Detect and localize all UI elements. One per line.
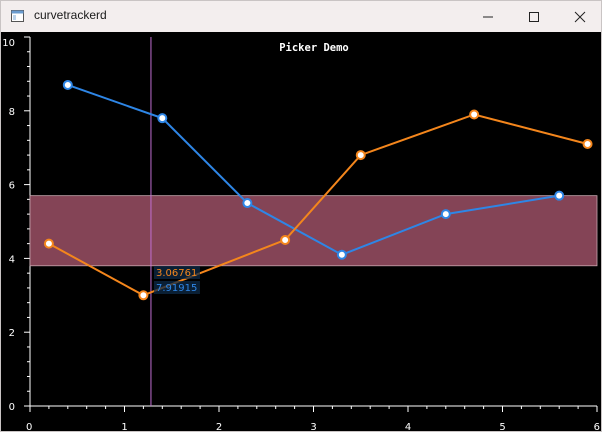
x-tick-label: 1 xyxy=(121,422,127,432)
maximize-button[interactable] xyxy=(511,1,557,32)
maximize-icon xyxy=(529,12,539,22)
x-tick-label: 0 xyxy=(26,422,32,432)
series-2-point[interactable] xyxy=(280,234,291,245)
chart-title: Picker Demo xyxy=(279,42,349,54)
minimize-icon xyxy=(483,16,493,18)
series-2-point[interactable] xyxy=(138,290,149,301)
x-tick-label: 3 xyxy=(310,422,316,432)
close-icon xyxy=(574,11,586,23)
tracker-label-background xyxy=(153,266,200,279)
series-2-point[interactable] xyxy=(469,109,480,120)
tracker-value-label: 7.91915 xyxy=(156,283,197,294)
series-1-point[interactable] xyxy=(336,249,347,260)
highlight-band xyxy=(29,195,598,267)
series-1-point[interactable] xyxy=(554,190,565,201)
y-tick-label: 8 xyxy=(9,107,15,118)
y-tick-label: 0 xyxy=(9,402,15,413)
y-tick-label: 2 xyxy=(9,328,15,339)
series-2-point[interactable] xyxy=(43,238,54,249)
title-bar[interactable]: curvetrackerd xyxy=(1,1,601,32)
close-button[interactable] xyxy=(557,1,602,32)
series-1-point[interactable] xyxy=(242,198,253,209)
series-2-point[interactable] xyxy=(355,150,366,161)
y-tick-label: 10 xyxy=(2,38,15,49)
app-window-icon xyxy=(11,10,24,22)
series-1-point[interactable] xyxy=(440,209,451,220)
x-tick-label: 6 xyxy=(594,422,600,432)
x-tick-label: 4 xyxy=(405,422,411,432)
tracker-label-background xyxy=(153,281,200,294)
plot-canvas[interactable]: 0 2 4 6 8 10 0 1 2 3 4 5 6 3.06761 7.91915 Picker Dem… xyxy=(1,32,601,432)
x-tick-label: 5 xyxy=(499,422,505,432)
y-tick-label: 4 xyxy=(9,254,15,265)
tracker-value-label: 3.06761 xyxy=(156,268,197,279)
minimize-button[interactable] xyxy=(465,1,511,32)
series-2-point[interactable] xyxy=(582,139,593,150)
x-tick-label: 2 xyxy=(216,422,222,432)
series-1-point[interactable] xyxy=(157,113,168,124)
y-tick-label: 6 xyxy=(9,181,15,192)
window-title: curvetrackerd xyxy=(34,8,107,22)
series-1-point[interactable] xyxy=(62,79,73,90)
series-2-line[interactable] xyxy=(48,113,588,297)
